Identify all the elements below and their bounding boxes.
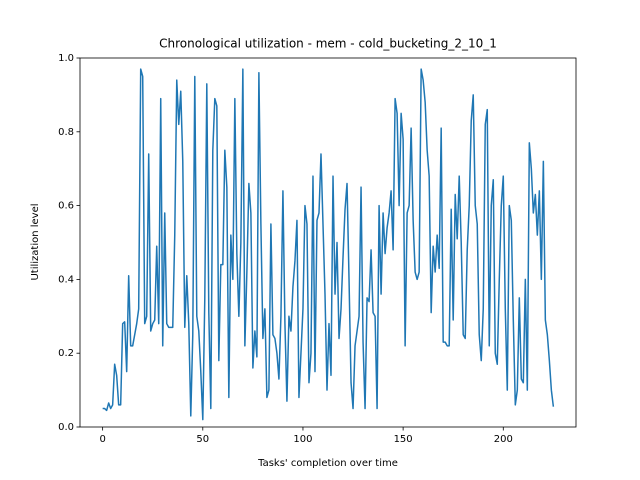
x-tick-label: 0 bbox=[99, 434, 105, 445]
chart-title: Chronological utilization - mem - cold_b… bbox=[159, 37, 497, 51]
plot-frame bbox=[79, 57, 577, 428]
x-tick-label: 50 bbox=[196, 434, 209, 445]
y-tick-label: 0.8 bbox=[58, 127, 74, 138]
y-tick-label: 0.0 bbox=[58, 422, 74, 433]
data-line bbox=[102, 68, 555, 421]
y-tick-label: 0.6 bbox=[58, 201, 74, 212]
x-tick-label: 100 bbox=[293, 434, 312, 445]
y-tick-label: 0.2 bbox=[58, 348, 74, 359]
y-tick-label: 1.0 bbox=[58, 53, 74, 64]
y-tick-label: 0.4 bbox=[58, 274, 74, 285]
x-tick-label: 150 bbox=[394, 434, 413, 445]
x-axis-label: Tasks' completion over time bbox=[257, 458, 398, 469]
x-tick-label: 200 bbox=[494, 434, 513, 445]
y-axis-label: Utilization level bbox=[30, 203, 41, 280]
